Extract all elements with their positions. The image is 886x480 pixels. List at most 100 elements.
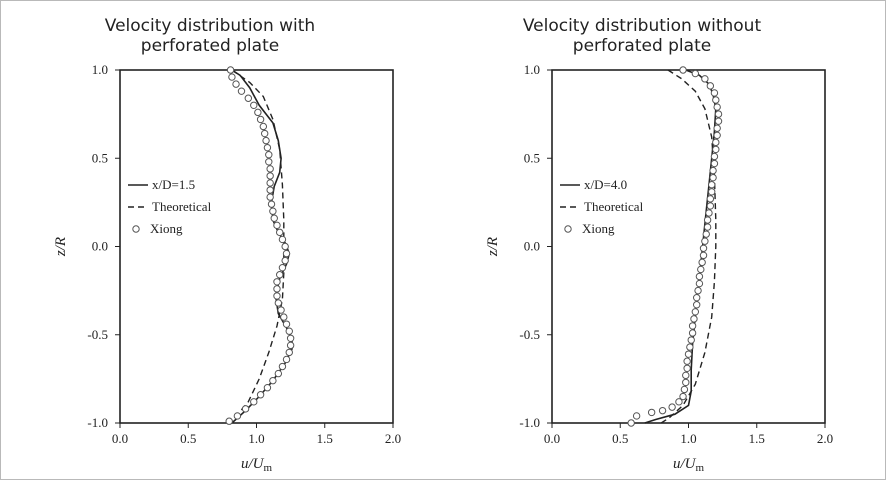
- data-point-xiong: [694, 286, 702, 295]
- data-point-xiong: [278, 362, 287, 371]
- y-axis-label: z/R: [53, 237, 69, 257]
- data-point-xiong: [701, 75, 709, 83]
- data-point-xiong: [714, 110, 723, 118]
- data-point-xiong: [699, 251, 708, 260]
- data-point-xiong: [241, 405, 250, 413]
- data-point-xiong: [695, 272, 704, 281]
- data-point-xiong: [254, 108, 262, 117]
- x-tick-label: 0.5: [180, 431, 196, 446]
- data-point-xiong: [262, 136, 270, 145]
- data-point-xiong: [266, 172, 274, 180]
- data-point-xiong: [684, 350, 693, 358]
- data-point-xiong: [244, 94, 253, 102]
- data-point-xiong: [256, 391, 265, 399]
- data-point-xiong: [225, 417, 233, 425]
- data-point-xiong: [281, 242, 289, 251]
- x-tick-label: 0.5: [612, 431, 628, 446]
- data-point-xiong: [691, 69, 700, 78]
- data-point-xiong: [712, 138, 720, 147]
- y-tick-label: -1.0: [519, 415, 540, 430]
- x-axis-label-subscript: m: [695, 462, 704, 474]
- data-point-xiong: [260, 129, 269, 138]
- chart-svg: 0.0 0.5 1.0 1.5 2.0 1.0 0.5 0.0 -0.5 -1.0 u/Um z/R x…: [53, 62, 401, 474]
- x-axis-label: u/Um: [673, 456, 705, 474]
- data-point-xiong: [703, 223, 712, 231]
- y-tick-label: 0.5: [524, 150, 540, 165]
- data-point-xiong: [706, 82, 715, 90]
- y-tick-label: -1.0: [87, 415, 108, 430]
- x-tick-label: 2.0: [817, 431, 833, 446]
- x-tick-label: 1.5: [317, 431, 333, 446]
- data-point-xiong: [228, 73, 236, 81]
- series-line-theoretical: [228, 69, 285, 424]
- data-point-xiong: [683, 364, 691, 372]
- data-point-xiong: [273, 278, 281, 286]
- data-point-xiong: [692, 301, 701, 309]
- data-point-xiong: [286, 334, 295, 342]
- data-point-xiong: [702, 230, 710, 238]
- data-point-xiong: [709, 173, 717, 182]
- data-point-xiong: [286, 341, 295, 350]
- data-point-xiong: [266, 179, 274, 187]
- data-point-xiong: [682, 371, 690, 380]
- legend-marker-xiong: [564, 225, 572, 233]
- data-point-xiong: [697, 265, 705, 274]
- data-point-xiong: [706, 195, 715, 203]
- data-point-xiong: [712, 96, 720, 104]
- y-tick-label: 1.0: [92, 62, 108, 77]
- data-point-xiong: [682, 378, 690, 387]
- data-point-xiong: [278, 235, 287, 244]
- legend-label: x/D=4.0: [584, 177, 627, 192]
- data-point-xiong: [686, 343, 694, 351]
- data-point-xiong: [285, 348, 293, 357]
- data-point-xiong: [273, 292, 281, 300]
- x-tick-label: 2.0: [385, 431, 401, 446]
- legend-label: Theoretical: [584, 199, 644, 214]
- data-point-xiong: [708, 188, 716, 196]
- y-tick-label: 0.0: [524, 239, 540, 254]
- data-point-xiong: [274, 369, 283, 378]
- data-point-xiong: [265, 151, 273, 159]
- data-point-xiong: [265, 158, 273, 166]
- data-point-xiong: [233, 412, 242, 420]
- data-point-xiong: [692, 293, 701, 302]
- data-point-xiong: [710, 89, 719, 97]
- data-point-xiong: [703, 216, 712, 224]
- data-point-xiong: [712, 145, 720, 154]
- data-point-xiong: [675, 398, 683, 406]
- data-point-xiong: [282, 355, 291, 364]
- data-point-xiong: [273, 221, 281, 230]
- data-point-xiong: [269, 376, 277, 385]
- x-axis-label-subscript: m: [263, 462, 272, 474]
- data-point-xiong: [688, 329, 697, 337]
- legend-label: Theoretical: [152, 199, 212, 214]
- data-point-xiong: [267, 200, 276, 208]
- data-point-xiong: [690, 315, 698, 323]
- data-point-xiong: [688, 322, 697, 330]
- data-point-xiong: [710, 159, 719, 168]
- chart-panel-without-plate: Velocity distribution without perforated…: [432, 0, 875, 480]
- x-tick-label: 1.0: [680, 431, 696, 446]
- x-axis-label: u/Um: [241, 456, 273, 474]
- data-point-xiong: [282, 249, 291, 258]
- y-tick-label: -0.5: [87, 327, 108, 342]
- data-point-xiong: [276, 228, 284, 237]
- data-point-xiong: [679, 66, 687, 74]
- y-tick-label: 1.0: [524, 62, 540, 77]
- data-point-xiong: [713, 124, 721, 132]
- chart-svg: 0.0 0.5 1.0 1.5 2.0 1.0 0.5 0.0 -0.5 -1.0 u/Um z/R x…: [485, 62, 833, 474]
- data-point-xiong: [280, 313, 288, 321]
- legend-label: Xiong: [150, 221, 183, 236]
- x-tick-label: 0.0: [112, 431, 128, 446]
- data-point-xiong: [710, 152, 719, 161]
- y-axis-label: z/R: [485, 237, 501, 257]
- data-point-xiong: [705, 209, 713, 217]
- legend-marker-xiong: [132, 225, 140, 233]
- data-point-xiong: [263, 143, 272, 152]
- data-point-xiong: [259, 122, 268, 131]
- data-point-xiong: [270, 214, 278, 222]
- data-point-xiong: [713, 103, 721, 111]
- data-point-xiong: [699, 244, 708, 252]
- data-point-xiong: [713, 131, 721, 140]
- data-point-xiong: [627, 419, 635, 427]
